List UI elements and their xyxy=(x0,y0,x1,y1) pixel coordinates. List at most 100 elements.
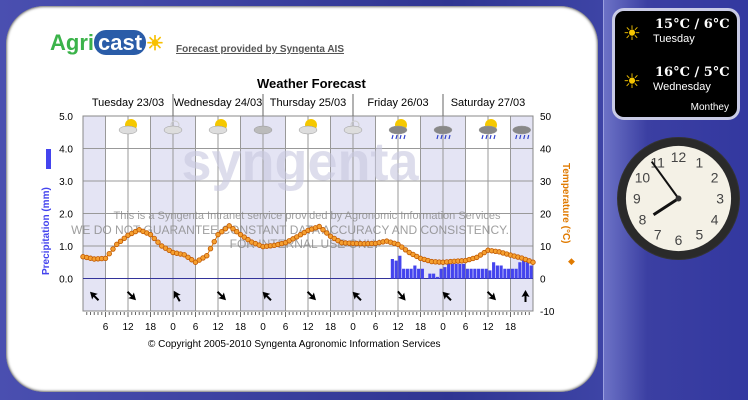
temperature-point xyxy=(151,235,157,242)
clock-numeral: 7 xyxy=(654,227,662,243)
x-tick-label: 18 xyxy=(235,322,247,333)
clock-numeral: 10 xyxy=(635,170,651,186)
temperature-point xyxy=(222,226,229,232)
agricast-logo: Agri cast ☀ xyxy=(50,30,164,55)
precip-bar xyxy=(480,268,484,279)
precip-bar xyxy=(439,268,443,279)
temperature-point xyxy=(245,236,251,243)
temperature-point xyxy=(215,231,221,238)
right-axis-label: Temperature (°C) xyxy=(560,163,571,244)
temperature-point xyxy=(207,246,214,252)
temperature-point xyxy=(316,223,322,230)
weather-gadget[interactable]: ☀ 15°C / 6°C Tuesday ☀ 16°C / 5°C Wednes… xyxy=(612,8,740,120)
precip-bar xyxy=(514,268,518,279)
watermark-line2: WE DO NOT GUARANTEE CONSTANT DATA ACCURA… xyxy=(71,223,509,237)
right-tick-label: -10 xyxy=(540,307,555,318)
clock-numeral: 12 xyxy=(671,149,687,165)
temperature-point xyxy=(320,227,326,233)
clock-numeral: 8 xyxy=(639,211,647,227)
temperature-point xyxy=(395,241,401,248)
left-tick-label: 0.0 xyxy=(59,275,73,286)
x-tick-label: 12 xyxy=(302,322,314,333)
temperature-point xyxy=(155,239,161,245)
precip-bar xyxy=(420,268,424,279)
wind-arrow-icon xyxy=(397,290,406,301)
temperature-point xyxy=(474,254,480,261)
right-tick-label: 20 xyxy=(540,210,552,221)
temp-legend-marker: ◆ xyxy=(568,256,575,266)
precip-bar xyxy=(398,255,402,279)
precip-bar xyxy=(492,262,496,279)
x-tick-label: 6 xyxy=(283,322,289,333)
rain-icon xyxy=(433,125,453,140)
temperature-point xyxy=(110,246,116,252)
syngenta-link[interactable]: Forecast provided by Syngenta AIS xyxy=(176,44,345,55)
temperature-point xyxy=(106,250,112,257)
precip-bar xyxy=(405,268,409,279)
temperature-point xyxy=(211,238,217,245)
precip-bar xyxy=(510,268,514,279)
wind-arrow-icon xyxy=(352,291,362,301)
sun-cloud-icon: ☀ xyxy=(623,23,641,45)
x-tick-label: 0 xyxy=(350,322,356,333)
clock-center xyxy=(675,195,682,202)
temperature-point xyxy=(241,234,247,240)
left-tick-label: 3.0 xyxy=(59,177,73,188)
day-label: Thursday 25/03 xyxy=(270,97,346,109)
temperature-point xyxy=(324,230,330,236)
temperature-point xyxy=(114,241,120,248)
moon-cloud-icon xyxy=(163,120,183,135)
precip-bar xyxy=(409,268,413,279)
wind-arrow-icon xyxy=(90,291,100,301)
precip-bar xyxy=(462,263,466,279)
precip-bar xyxy=(428,273,432,279)
precip-bar xyxy=(484,268,488,279)
temperature-point xyxy=(219,228,225,235)
precip-bar xyxy=(495,265,499,279)
watermark-brand: syngenta xyxy=(181,132,419,192)
precip-bar xyxy=(390,259,394,279)
clock-numeral: 3 xyxy=(716,190,724,206)
forecast-chart: Tuesday 23/03 Wednesday 24/03 Thursday 25/… xyxy=(41,94,575,333)
precip-bar xyxy=(447,263,451,279)
precip-bar xyxy=(507,268,511,279)
precip-bar xyxy=(477,268,481,279)
temperature-point xyxy=(189,257,195,263)
temperature-point xyxy=(181,252,187,258)
clock-numeral: 9 xyxy=(633,190,641,206)
wind-arrow-icon xyxy=(442,291,452,301)
sun-cloud-icon xyxy=(208,119,228,135)
x-tick-label: 12 xyxy=(482,322,494,333)
temperature-point xyxy=(102,255,109,262)
temperature-point xyxy=(237,231,244,238)
cloud-icon xyxy=(253,125,273,135)
left-axis-label: Precipitation (mm) xyxy=(41,187,52,275)
clock-numeral: 5 xyxy=(695,227,703,243)
x-tick-label: 18 xyxy=(415,322,427,333)
precip-bar xyxy=(503,268,507,279)
x-tick-label: 18 xyxy=(145,322,157,333)
day-label: Wednesday 24/03 xyxy=(174,97,262,109)
precip-bar xyxy=(432,273,436,279)
right-tick-label: 0 xyxy=(540,275,546,286)
left-tick-label: 4.0 xyxy=(59,145,73,156)
copyright: © Copyright 2005-2010 Syngenta Agronomic… xyxy=(148,339,441,350)
x-tick-label: 6 xyxy=(103,322,109,333)
sun-cloud-icon xyxy=(298,119,318,135)
clock-numeral: 1 xyxy=(695,154,703,170)
day-label: Friday 26/03 xyxy=(367,97,428,109)
wind-arrow-icon xyxy=(216,291,226,301)
precip-bar xyxy=(518,262,522,279)
temperature-point xyxy=(185,254,191,260)
precip-bar xyxy=(413,265,417,279)
day-label: Saturday 27/03 xyxy=(451,97,526,109)
sun-rain-icon xyxy=(478,119,498,140)
temperature-point xyxy=(477,252,484,258)
x-tick-label: 0 xyxy=(260,322,266,333)
watermark-line1: This is a Syngenta Intranet service prov… xyxy=(113,210,501,222)
wind-arrow-icon xyxy=(521,290,530,302)
temperature-point xyxy=(481,249,487,256)
wind-arrow-icon xyxy=(126,291,136,301)
clock-minute-hand xyxy=(650,161,680,200)
